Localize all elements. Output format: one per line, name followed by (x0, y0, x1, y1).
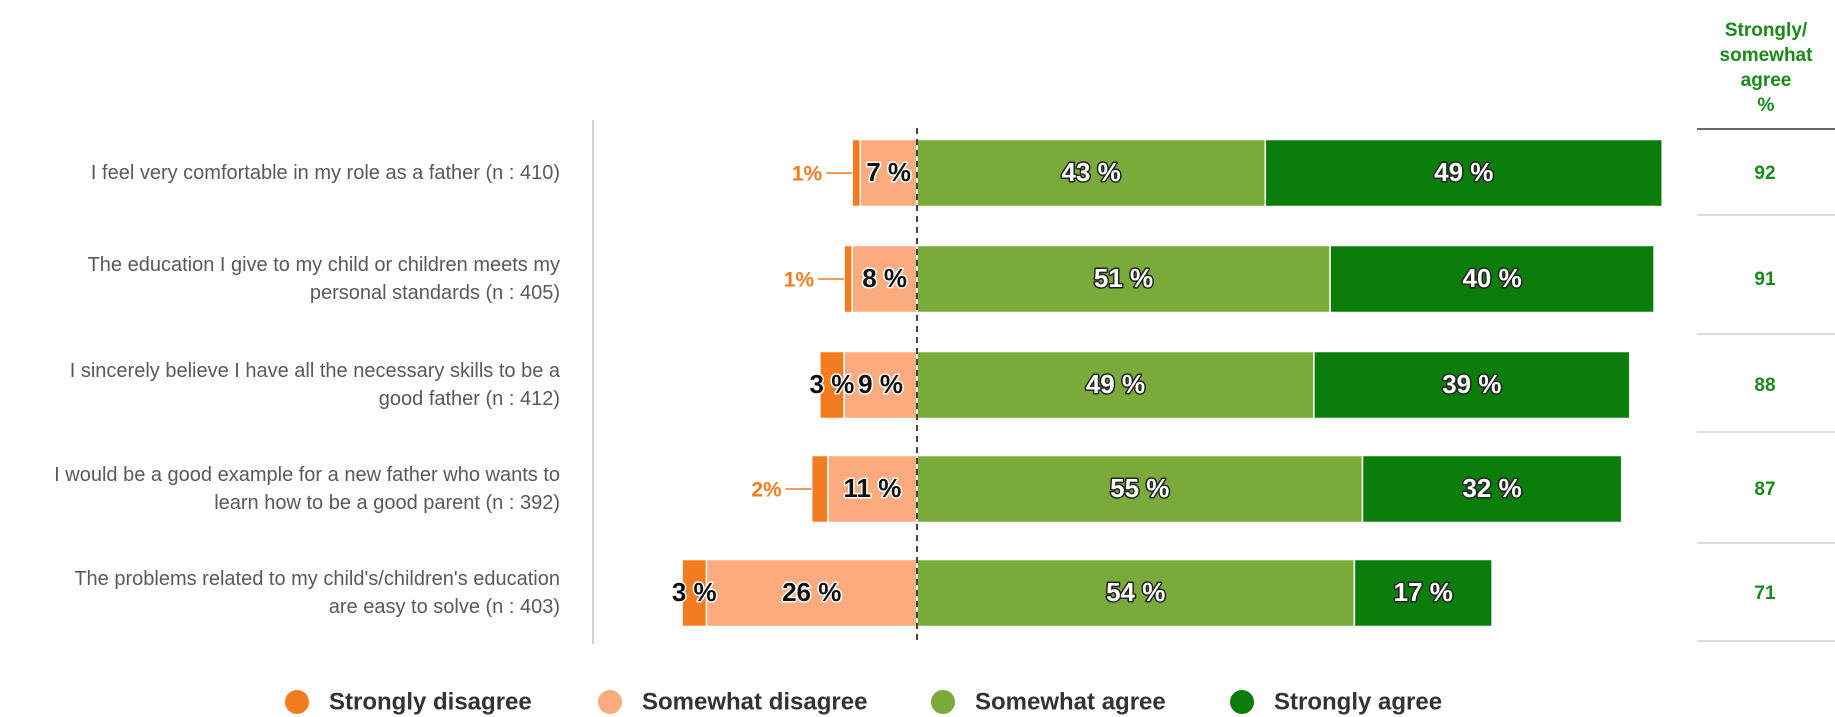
bar-segment (681, 558, 708, 628)
value-label: 1% (784, 269, 815, 292)
bar-segment (1361, 454, 1623, 524)
bar-segment (916, 138, 1267, 208)
value-label: 55 % (1110, 473, 1169, 503)
summary-value: 88 (1754, 375, 1775, 396)
bar-segment (827, 454, 918, 524)
value-label: 17 % (1394, 577, 1453, 607)
bar-segment (851, 138, 862, 208)
category-label: I would be a good example for a new fath… (54, 464, 560, 514)
value-label: 7 % (866, 157, 911, 187)
bar-segment (916, 350, 1315, 420)
value-label: 39 % (1442, 369, 1501, 399)
legend-marker (285, 690, 309, 714)
value-label: 2% (751, 479, 782, 502)
bar-segment (819, 350, 845, 420)
value-label: 43 % (1062, 157, 1121, 187)
summary-value: 87 (1754, 479, 1775, 500)
summary-value: 71 (1754, 583, 1776, 604)
value-label: 8 % (862, 263, 907, 293)
value-label: 51 % (1094, 263, 1153, 293)
value-label: 49 % (1086, 369, 1145, 399)
bar-segment (1313, 350, 1631, 420)
value-label: 9 % (858, 369, 903, 399)
bar-segment (1353, 558, 1493, 628)
category-label: I feel very comfortable in my role as a … (90, 162, 560, 184)
summary-value: 91 (1754, 269, 1776, 290)
category-label: The education I give to my child or chil… (87, 254, 560, 304)
value-label: 3 % (810, 369, 855, 399)
legend-marker (931, 690, 955, 714)
legend-label: Strongly disagree (329, 688, 532, 715)
legend-marker (598, 690, 622, 714)
value-label: 3 % (672, 577, 717, 607)
value-label: 32 % (1462, 473, 1521, 503)
bar-segment (1329, 244, 1655, 314)
category-label: The problems related to my child's/child… (74, 568, 560, 618)
legend-marker (1230, 690, 1254, 714)
bar-segment (705, 558, 918, 628)
summary-header: Strongly/ somewhat agree % (1719, 20, 1813, 116)
bar-segment (843, 244, 853, 314)
category-label: I sincerely believe I have all the neces… (69, 360, 560, 410)
value-label: 49 % (1434, 157, 1493, 187)
value-label: 26 % (782, 577, 841, 607)
value-label: 1% (792, 163, 823, 186)
bar-segment (810, 454, 829, 524)
value-label: 40 % (1462, 263, 1521, 293)
value-label: 54 % (1106, 577, 1165, 607)
bar-segment (916, 244, 1331, 314)
bar-segment (1264, 138, 1663, 208)
value-label: 11 % (844, 473, 902, 503)
legend-label: Somewhat disagree (642, 688, 867, 715)
summary-value: 92 (1754, 163, 1775, 184)
legend-label: Strongly agree (1274, 688, 1442, 715)
legend-label: Somewhat agree (975, 688, 1166, 715)
